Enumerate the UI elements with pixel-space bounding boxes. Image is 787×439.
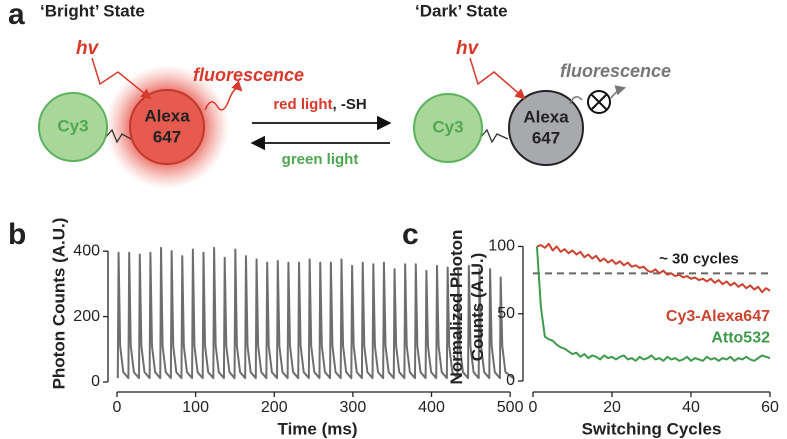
x-tick-label: 0 xyxy=(529,399,538,416)
cy3-node xyxy=(413,93,483,163)
y-axis-label: Photon Counts (A.U.) xyxy=(49,218,68,390)
y-tick-label: 0 xyxy=(91,373,100,390)
y-tick-label: 400 xyxy=(73,242,100,259)
linker xyxy=(479,128,509,144)
linker xyxy=(104,128,132,144)
hv-label: hv xyxy=(76,38,100,59)
y-tick-label: 100 xyxy=(488,238,515,255)
panel-label: a xyxy=(8,0,25,31)
x-axis-label: Switching Cycles xyxy=(582,419,722,438)
x-tick-label: 200 xyxy=(261,399,288,416)
blocked-cross xyxy=(590,93,608,111)
alexa-node xyxy=(129,89,205,165)
forward-part: red light xyxy=(273,96,332,113)
excitation-arrow xyxy=(469,57,526,100)
data-line xyxy=(535,246,771,362)
node-label: Cy3 xyxy=(432,117,463,136)
node-label: Cy3 xyxy=(57,116,88,135)
emission-arrow xyxy=(569,96,583,105)
node-label: 647 xyxy=(153,127,181,146)
x-tick-label: 40 xyxy=(682,399,700,416)
x-tick-label: 60 xyxy=(761,399,779,416)
node-label: Alexa xyxy=(523,107,569,126)
emission-label: fluorescence xyxy=(560,61,671,81)
panel-label: b xyxy=(8,218,26,251)
panel-label: c xyxy=(402,218,419,251)
emission-arrow xyxy=(204,80,243,111)
state-title: ‘Dark’ State xyxy=(415,1,508,20)
data-line xyxy=(536,242,771,294)
x-axis-label: Time (ms) xyxy=(278,419,358,438)
x-tick-label: 300 xyxy=(340,399,367,416)
emission-label: fluorescence xyxy=(193,65,304,85)
node-label: Alexa xyxy=(144,106,190,125)
hv-label: hv xyxy=(456,38,480,59)
annotation: ~ 30 cycles xyxy=(659,250,739,267)
node-label: 647 xyxy=(532,128,560,147)
forward-label: red light, -SH xyxy=(273,96,366,113)
backward-label: green light xyxy=(282,151,359,168)
series-label: Cy3-Alexa647 xyxy=(666,308,770,325)
state-title: ‘Bright’ State xyxy=(40,1,145,20)
y-tick-label: 0 xyxy=(506,372,515,389)
series-label: Atto532 xyxy=(711,329,770,346)
y-tick-label: 200 xyxy=(73,308,100,325)
x-tick-label: 100 xyxy=(182,399,209,416)
x-tick-label: 0 xyxy=(113,399,122,416)
x-tick-label: 20 xyxy=(603,399,621,416)
y-tick-label: 50 xyxy=(497,305,515,322)
x-tick-label: 400 xyxy=(418,399,445,416)
cy3-node xyxy=(38,92,108,162)
emission-arrow xyxy=(610,85,627,99)
y-axis-label: Counts (A.U.) xyxy=(468,253,487,362)
alexa-node xyxy=(508,90,584,166)
excitation-arrow xyxy=(91,57,152,100)
y-axis-label: Normalized Photon xyxy=(447,230,466,385)
x-tick-label: 500 xyxy=(497,399,524,416)
data-line xyxy=(116,246,515,380)
forward-part: , -SH xyxy=(333,96,367,113)
panel-a: a ‘Bright’ State ‘Dark’ State Cy3 Alexa … xyxy=(8,0,671,189)
